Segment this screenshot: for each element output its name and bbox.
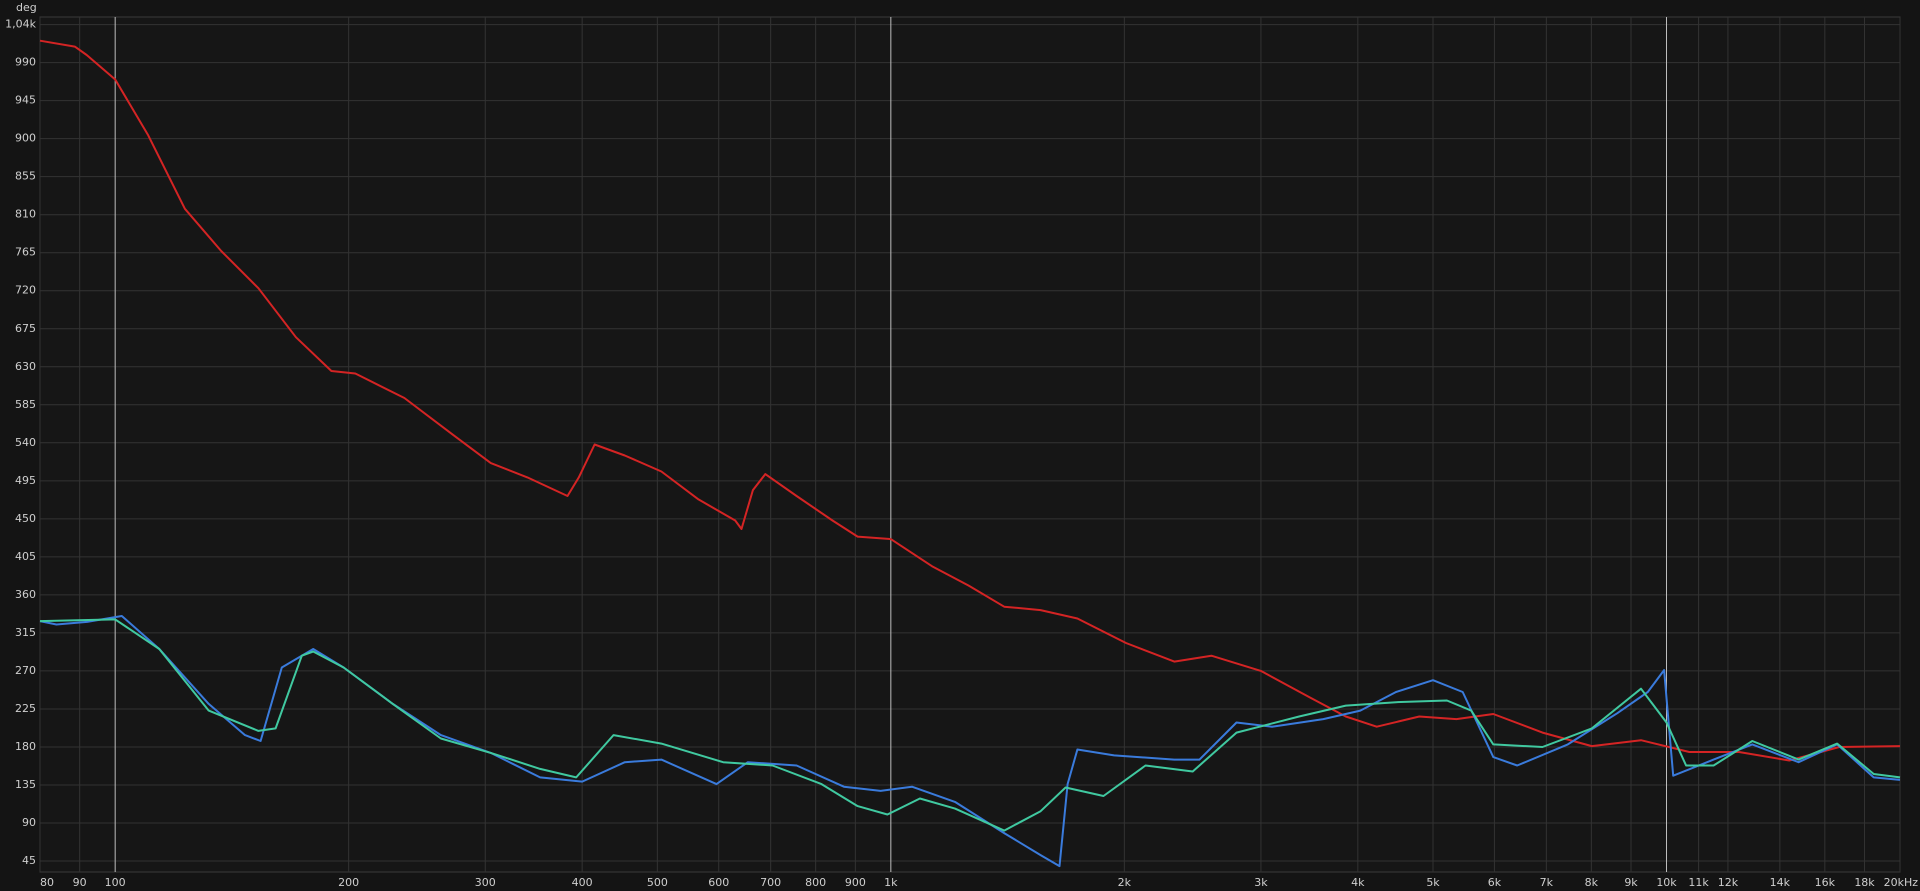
y-tick-label: 900	[15, 132, 36, 145]
x-tick-label: 100	[105, 876, 126, 889]
y-tick-label: 990	[15, 56, 36, 69]
x-tick-label: 400	[572, 876, 593, 889]
x-tick-label: 900	[845, 876, 866, 889]
y-tick-label: 585	[15, 398, 36, 411]
y-tick-label: 945	[15, 94, 36, 107]
x-tick-label: 80	[40, 876, 54, 889]
x-tick-label: 300	[475, 876, 496, 889]
y-tick-label: 1,04k	[5, 18, 36, 31]
x-tick-label: 18k	[1854, 876, 1875, 889]
y-tick-label: 405	[15, 550, 36, 563]
y-tick-label: 180	[15, 740, 36, 753]
x-tick-label: 14k	[1770, 876, 1791, 889]
x-tick-label: 700	[760, 876, 781, 889]
plot-area	[39, 16, 1901, 873]
x-tick-label: 200	[338, 876, 359, 889]
x-tick-label: 16k	[1815, 876, 1836, 889]
y-axis-label: deg	[16, 1, 37, 14]
x-tick-label: 11k	[1688, 876, 1709, 889]
x-tick-label: 12k	[1718, 876, 1739, 889]
y-tick-label: 855	[15, 170, 36, 183]
x-tick-label: 800	[805, 876, 826, 889]
y-tick-label: 315	[15, 626, 36, 639]
x-tick-label: 9k	[1624, 876, 1638, 889]
y-tick-label: 810	[15, 208, 36, 221]
y-tick-label: 540	[15, 436, 36, 449]
x-tick-label: 4k	[1351, 876, 1365, 889]
y-tick-label: 270	[15, 664, 36, 677]
y-tick-label: 765	[15, 246, 36, 259]
y-tick-label: 45	[22, 854, 36, 867]
x-tick-label: 2k	[1118, 876, 1132, 889]
x-tick-label: 8k	[1585, 876, 1599, 889]
x-tick-label: 6k	[1488, 876, 1502, 889]
y-tick-label: 495	[15, 474, 36, 487]
x-tick-label: 7k	[1540, 876, 1554, 889]
y-tick-label: 720	[15, 284, 36, 297]
x-tick-label: 10k	[1656, 876, 1677, 889]
series-line	[39, 618, 1901, 832]
x-tick-label: 5k	[1426, 876, 1440, 889]
y-tick-label: 90	[22, 816, 36, 829]
x-tick-label: 500	[647, 876, 668, 889]
y-tick-label: 225	[15, 702, 36, 715]
y-tick-label: 630	[15, 360, 36, 373]
x-tick-label: 20kHz	[1884, 876, 1919, 889]
y-tick-label: 450	[15, 512, 36, 525]
y-tick-label: 135	[15, 778, 36, 791]
x-tick-label: 90	[73, 876, 87, 889]
y-tick-label: 675	[15, 322, 36, 335]
x-tick-label: 3k	[1254, 876, 1268, 889]
x-tick-label: 1k	[884, 876, 898, 889]
y-tick-label: 360	[15, 588, 36, 601]
x-tick-label: 600	[708, 876, 729, 889]
